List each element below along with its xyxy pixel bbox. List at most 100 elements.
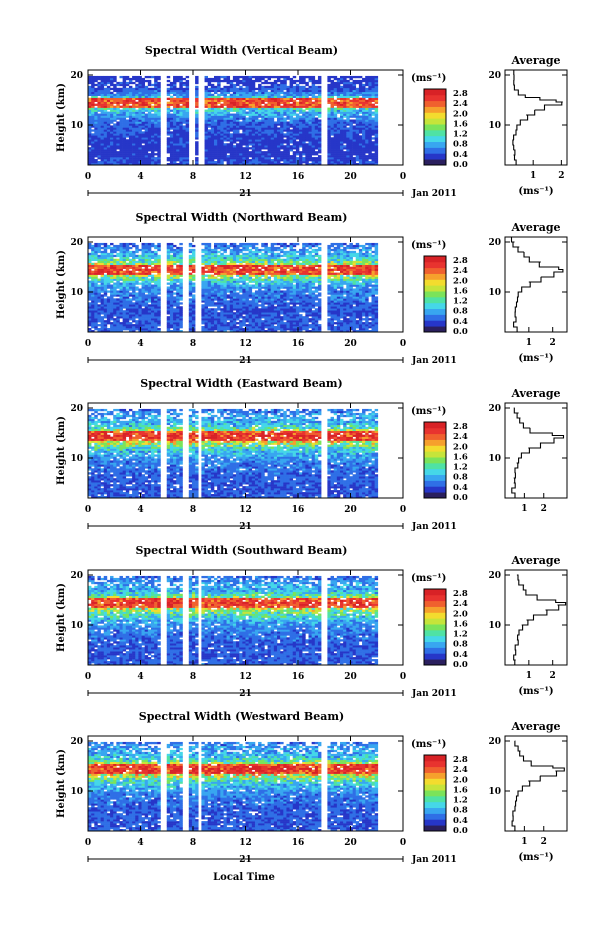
heatmap-cell — [135, 113, 139, 116]
heatmap-cell — [128, 163, 133, 166]
heatmap-cell — [336, 330, 341, 333]
heatmap-cell — [242, 137, 246, 140]
heatmap-cell — [141, 121, 145, 124]
heatmap-cell — [210, 314, 215, 317]
heatmap-cell — [336, 119, 341, 122]
heatmap-cell — [122, 99, 127, 102]
heatmap-cell — [94, 93, 98, 97]
heatmap-cell — [229, 129, 234, 132]
heatmap-cell — [368, 87, 372, 91]
heatmap-cell — [270, 145, 275, 148]
heatmap-cell — [97, 117, 101, 120]
heatmap-cell — [201, 326, 205, 329]
heatmap-cell — [302, 121, 306, 124]
heatmap-cell — [125, 87, 130, 91]
heatmap-cell — [251, 155, 256, 158]
heatmap-cell — [207, 103, 212, 106]
heatmap-cell — [236, 153, 240, 156]
heatmap-cell — [144, 330, 149, 333]
heatmap-cell — [292, 129, 297, 132]
heatmap-cell — [305, 75, 309, 79]
heatmap-cell — [340, 95, 344, 99]
heatmap-cell — [343, 99, 347, 102]
heatmap-cell — [179, 324, 183, 327]
heatmap-cell — [280, 107, 284, 110]
heatmap-cell — [176, 324, 180, 327]
heatmap-cell — [346, 157, 350, 160]
heatmap-cell — [100, 296, 105, 299]
heatmap-cell — [188, 312, 193, 315]
heatmap-cell — [362, 97, 366, 100]
heatmap-cell — [141, 133, 145, 136]
heatmap-cell — [327, 306, 331, 309]
heatmap-cell — [251, 163, 256, 166]
heatmap-cell — [169, 113, 174, 116]
heatmap-cell — [100, 127, 105, 130]
heatmap-cell — [365, 306, 369, 309]
heatmap-cell — [248, 125, 253, 128]
heatmap-cell — [217, 117, 221, 120]
heatmap-cell — [302, 328, 306, 331]
heatmap-cell — [330, 304, 334, 307]
heatmap-cell — [371, 304, 375, 307]
heatmap-cell — [97, 103, 101, 106]
heatmap-cell — [286, 135, 290, 138]
heatmap-cell — [103, 314, 108, 317]
heatmap-cell — [355, 312, 360, 315]
heatmap-cell — [103, 298, 108, 301]
heatmap-cell — [245, 139, 249, 142]
heatmap-cell — [169, 85, 174, 89]
heatmap-cell — [264, 113, 268, 116]
heatmap-cell — [226, 314, 231, 317]
heatmap-cell — [210, 143, 215, 146]
heatmap-cell — [283, 117, 287, 120]
heatmap-cell — [191, 330, 196, 333]
heatmap-cell — [119, 133, 123, 136]
heatmap-cell — [132, 141, 136, 144]
heatmap-cell — [248, 296, 253, 299]
heatmap-cell — [374, 147, 379, 150]
heatmap-cell — [299, 131, 303, 134]
heatmap-cell — [210, 155, 215, 158]
heatmap-cell — [314, 324, 319, 327]
heatmap-cell — [157, 139, 161, 142]
heatmap-cell — [374, 85, 379, 89]
heatmap-cell — [106, 163, 111, 166]
heatmap-cell — [267, 77, 271, 81]
heatmap-cell — [122, 87, 127, 91]
heatmap-cell — [251, 89, 256, 93]
heatmap-cell — [179, 77, 183, 81]
heatmap-cell — [299, 97, 303, 100]
heatmap-cell — [176, 139, 180, 142]
heatmap-cell — [308, 103, 312, 106]
heatmap-cell — [365, 111, 369, 114]
heatmap-cell — [330, 91, 334, 95]
heatmap-cell — [220, 300, 224, 303]
heatmap-cell — [336, 157, 341, 160]
heatmap-cell — [116, 143, 120, 146]
heatmap-cell — [302, 308, 306, 311]
heatmap-cell — [207, 298, 212, 301]
heatmap-cell — [343, 328, 347, 331]
heatmap-cell — [365, 322, 369, 325]
heatmap-cell — [283, 107, 287, 110]
heatmap-cell — [368, 113, 372, 116]
heatmap-cell — [173, 326, 177, 329]
colorbar-tick-label: 1.2 — [453, 130, 468, 140]
heatmap-cell — [349, 125, 353, 128]
heatmap-cell — [166, 125, 171, 128]
heatmap-cell — [113, 131, 117, 134]
heatmap-cell — [188, 318, 193, 321]
heatmap-cell — [220, 326, 224, 329]
heatmap-cells — [88, 75, 379, 166]
heatmap-cell — [242, 302, 246, 305]
heatmap-cell — [207, 141, 212, 144]
heatmap-cell — [254, 93, 259, 97]
heatmap-cell — [226, 149, 231, 152]
heatmap-cell — [88, 87, 92, 91]
heatmap-cell — [374, 143, 379, 146]
heatmap-cell — [295, 322, 300, 325]
heatmap-cell — [254, 151, 259, 154]
heatmap-cell — [267, 115, 271, 118]
heatmap-cell — [270, 141, 275, 144]
